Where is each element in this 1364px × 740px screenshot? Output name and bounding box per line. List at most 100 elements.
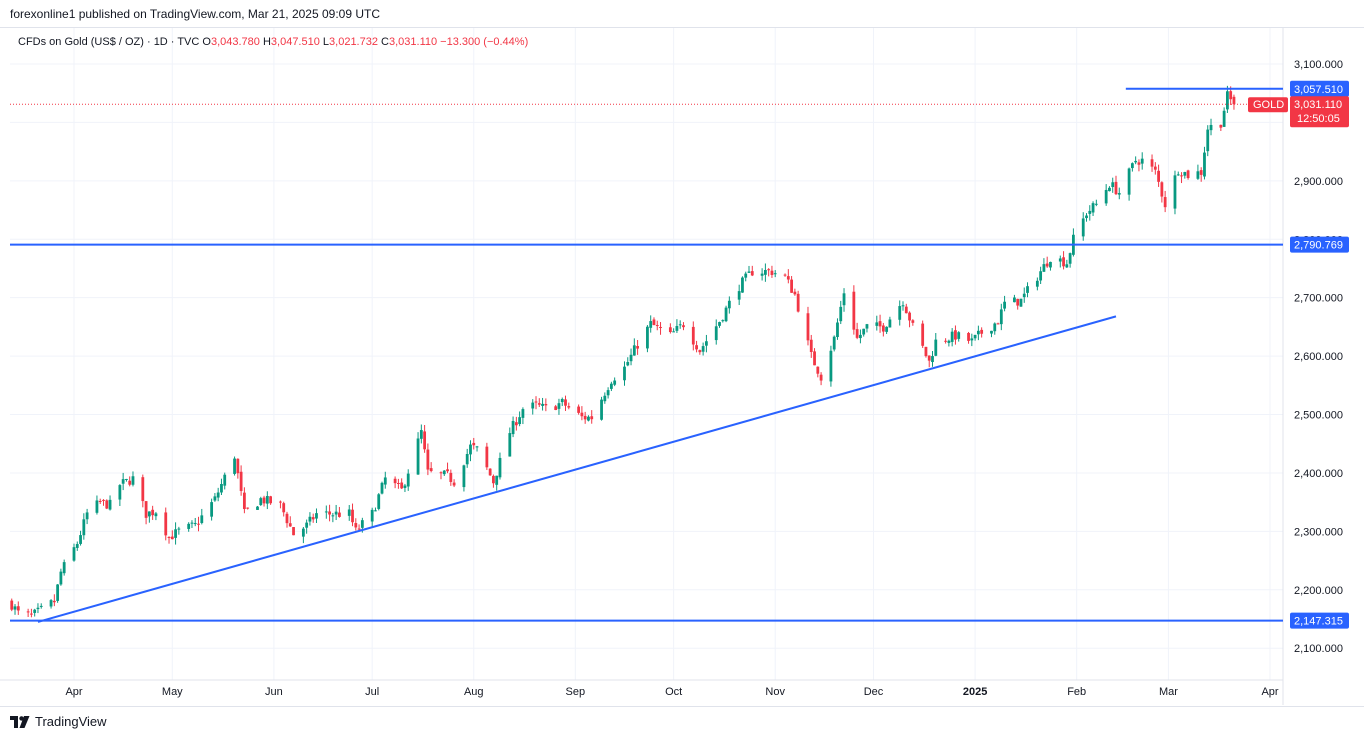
countdown-label: 12:50:05 <box>1297 113 1340 125</box>
candle-body <box>1111 182 1115 187</box>
candle-body <box>354 523 358 528</box>
candle-body <box>16 606 20 611</box>
candle-body <box>1229 91 1233 100</box>
candle-body <box>1183 172 1187 176</box>
candle-body <box>144 501 148 518</box>
candle-body <box>1232 96 1236 105</box>
candle-body <box>406 473 410 487</box>
candle-body <box>233 458 236 474</box>
candle-body <box>859 334 862 339</box>
candle-body <box>511 421 515 435</box>
time-tick-label: Mar <box>1159 686 1178 698</box>
candle-body <box>151 509 155 516</box>
candle-body <box>288 523 292 527</box>
candle-body <box>531 402 535 409</box>
price-tick-label: 2,500.000 <box>1294 410 1343 422</box>
candle-body <box>95 500 99 513</box>
candle-body <box>154 513 158 517</box>
candle-body <box>33 609 37 613</box>
candle-body <box>308 516 312 522</box>
candle-body <box>1019 298 1023 307</box>
candle-body <box>10 600 14 610</box>
candle-body <box>1134 160 1138 163</box>
candle-body <box>980 329 984 334</box>
candle-body <box>875 322 879 326</box>
candle-body <box>747 271 751 273</box>
candle-body <box>904 306 908 314</box>
candle-body <box>609 383 613 389</box>
candle-body <box>950 331 954 342</box>
candle-body <box>485 446 489 468</box>
candle-body <box>885 326 889 332</box>
candle-body <box>606 390 610 396</box>
candle-body <box>1068 253 1072 264</box>
candle-body <box>400 482 404 489</box>
candle-body <box>796 293 800 312</box>
candle-body <box>1180 175 1183 177</box>
candle-body <box>967 332 970 341</box>
candle-body <box>380 482 384 494</box>
candle-body <box>760 273 764 276</box>
candle-body <box>993 323 997 332</box>
footer-brand[interactable]: TradingView <box>10 714 107 729</box>
candle-body <box>72 547 76 561</box>
open-value: 3,043.780 <box>210 36 260 48</box>
candle-body <box>1176 174 1180 176</box>
candle-body <box>1222 110 1226 127</box>
candle-body <box>813 351 816 366</box>
candle-body <box>744 273 748 278</box>
candle-body <box>396 482 400 484</box>
candle-body <box>475 446 479 448</box>
candle-body <box>452 482 456 486</box>
candle-body <box>1026 286 1029 293</box>
candle-body <box>655 325 659 327</box>
candle-body <box>508 433 512 457</box>
candle-body <box>167 536 171 538</box>
candle-body <box>39 605 43 607</box>
candle-body <box>236 458 240 474</box>
candle-body <box>1081 218 1085 237</box>
candle-body <box>374 510 377 512</box>
candle-body <box>1203 152 1206 177</box>
candle-body <box>705 341 708 346</box>
candle-body <box>125 478 128 480</box>
candle-body <box>1088 210 1092 214</box>
candle-body <box>649 321 653 328</box>
candle-body <box>564 399 567 406</box>
candle-body <box>996 323 1000 325</box>
candle-body <box>259 498 263 506</box>
hline-price-label: 2,147.315 <box>1294 616 1343 628</box>
time-tick-label: Aug <box>464 686 484 698</box>
candle-body <box>13 606 17 610</box>
time-tick-label: Apr <box>65 686 82 698</box>
candle-body <box>279 501 282 503</box>
candle-body <box>223 474 227 486</box>
time-tick-label: Sep <box>566 686 586 698</box>
candle-body <box>652 319 656 326</box>
candle-body <box>750 271 754 276</box>
candle-body <box>357 528 361 530</box>
candle-body <box>1226 91 1229 110</box>
candle-body <box>36 607 40 610</box>
chart-frame <box>0 27 1364 707</box>
candle-body <box>668 327 672 333</box>
candle-body <box>242 492 246 510</box>
time-axis[interactable]: Apr May Jun Jul Aug Sep Oct Nov Dec 2025 Feb Mar Apr <box>65 686 1278 698</box>
candle-body <box>541 403 544 406</box>
candle-body <box>220 483 223 493</box>
candle-body <box>786 276 790 280</box>
candle-body <box>934 339 938 356</box>
tradingview-logo-icon <box>10 715 30 728</box>
candle-body <box>580 412 584 417</box>
price-axis[interactable]: 3,100.0002,900.0002,800.0002,700.0002,60… <box>1248 59 1349 655</box>
candle-body <box>1163 197 1167 208</box>
candle-body <box>256 506 259 510</box>
candle-body <box>714 326 718 341</box>
time-tick-label: Apr <box>1261 686 1278 698</box>
candle-body <box>292 527 295 536</box>
symbol-info: CFDs on Gold (US$ / OZ) · 1D · TVC <box>18 36 200 48</box>
price-tick-label: 3,100.000 <box>1294 59 1343 71</box>
candle-body <box>1209 124 1213 131</box>
candle-body <box>518 417 522 425</box>
